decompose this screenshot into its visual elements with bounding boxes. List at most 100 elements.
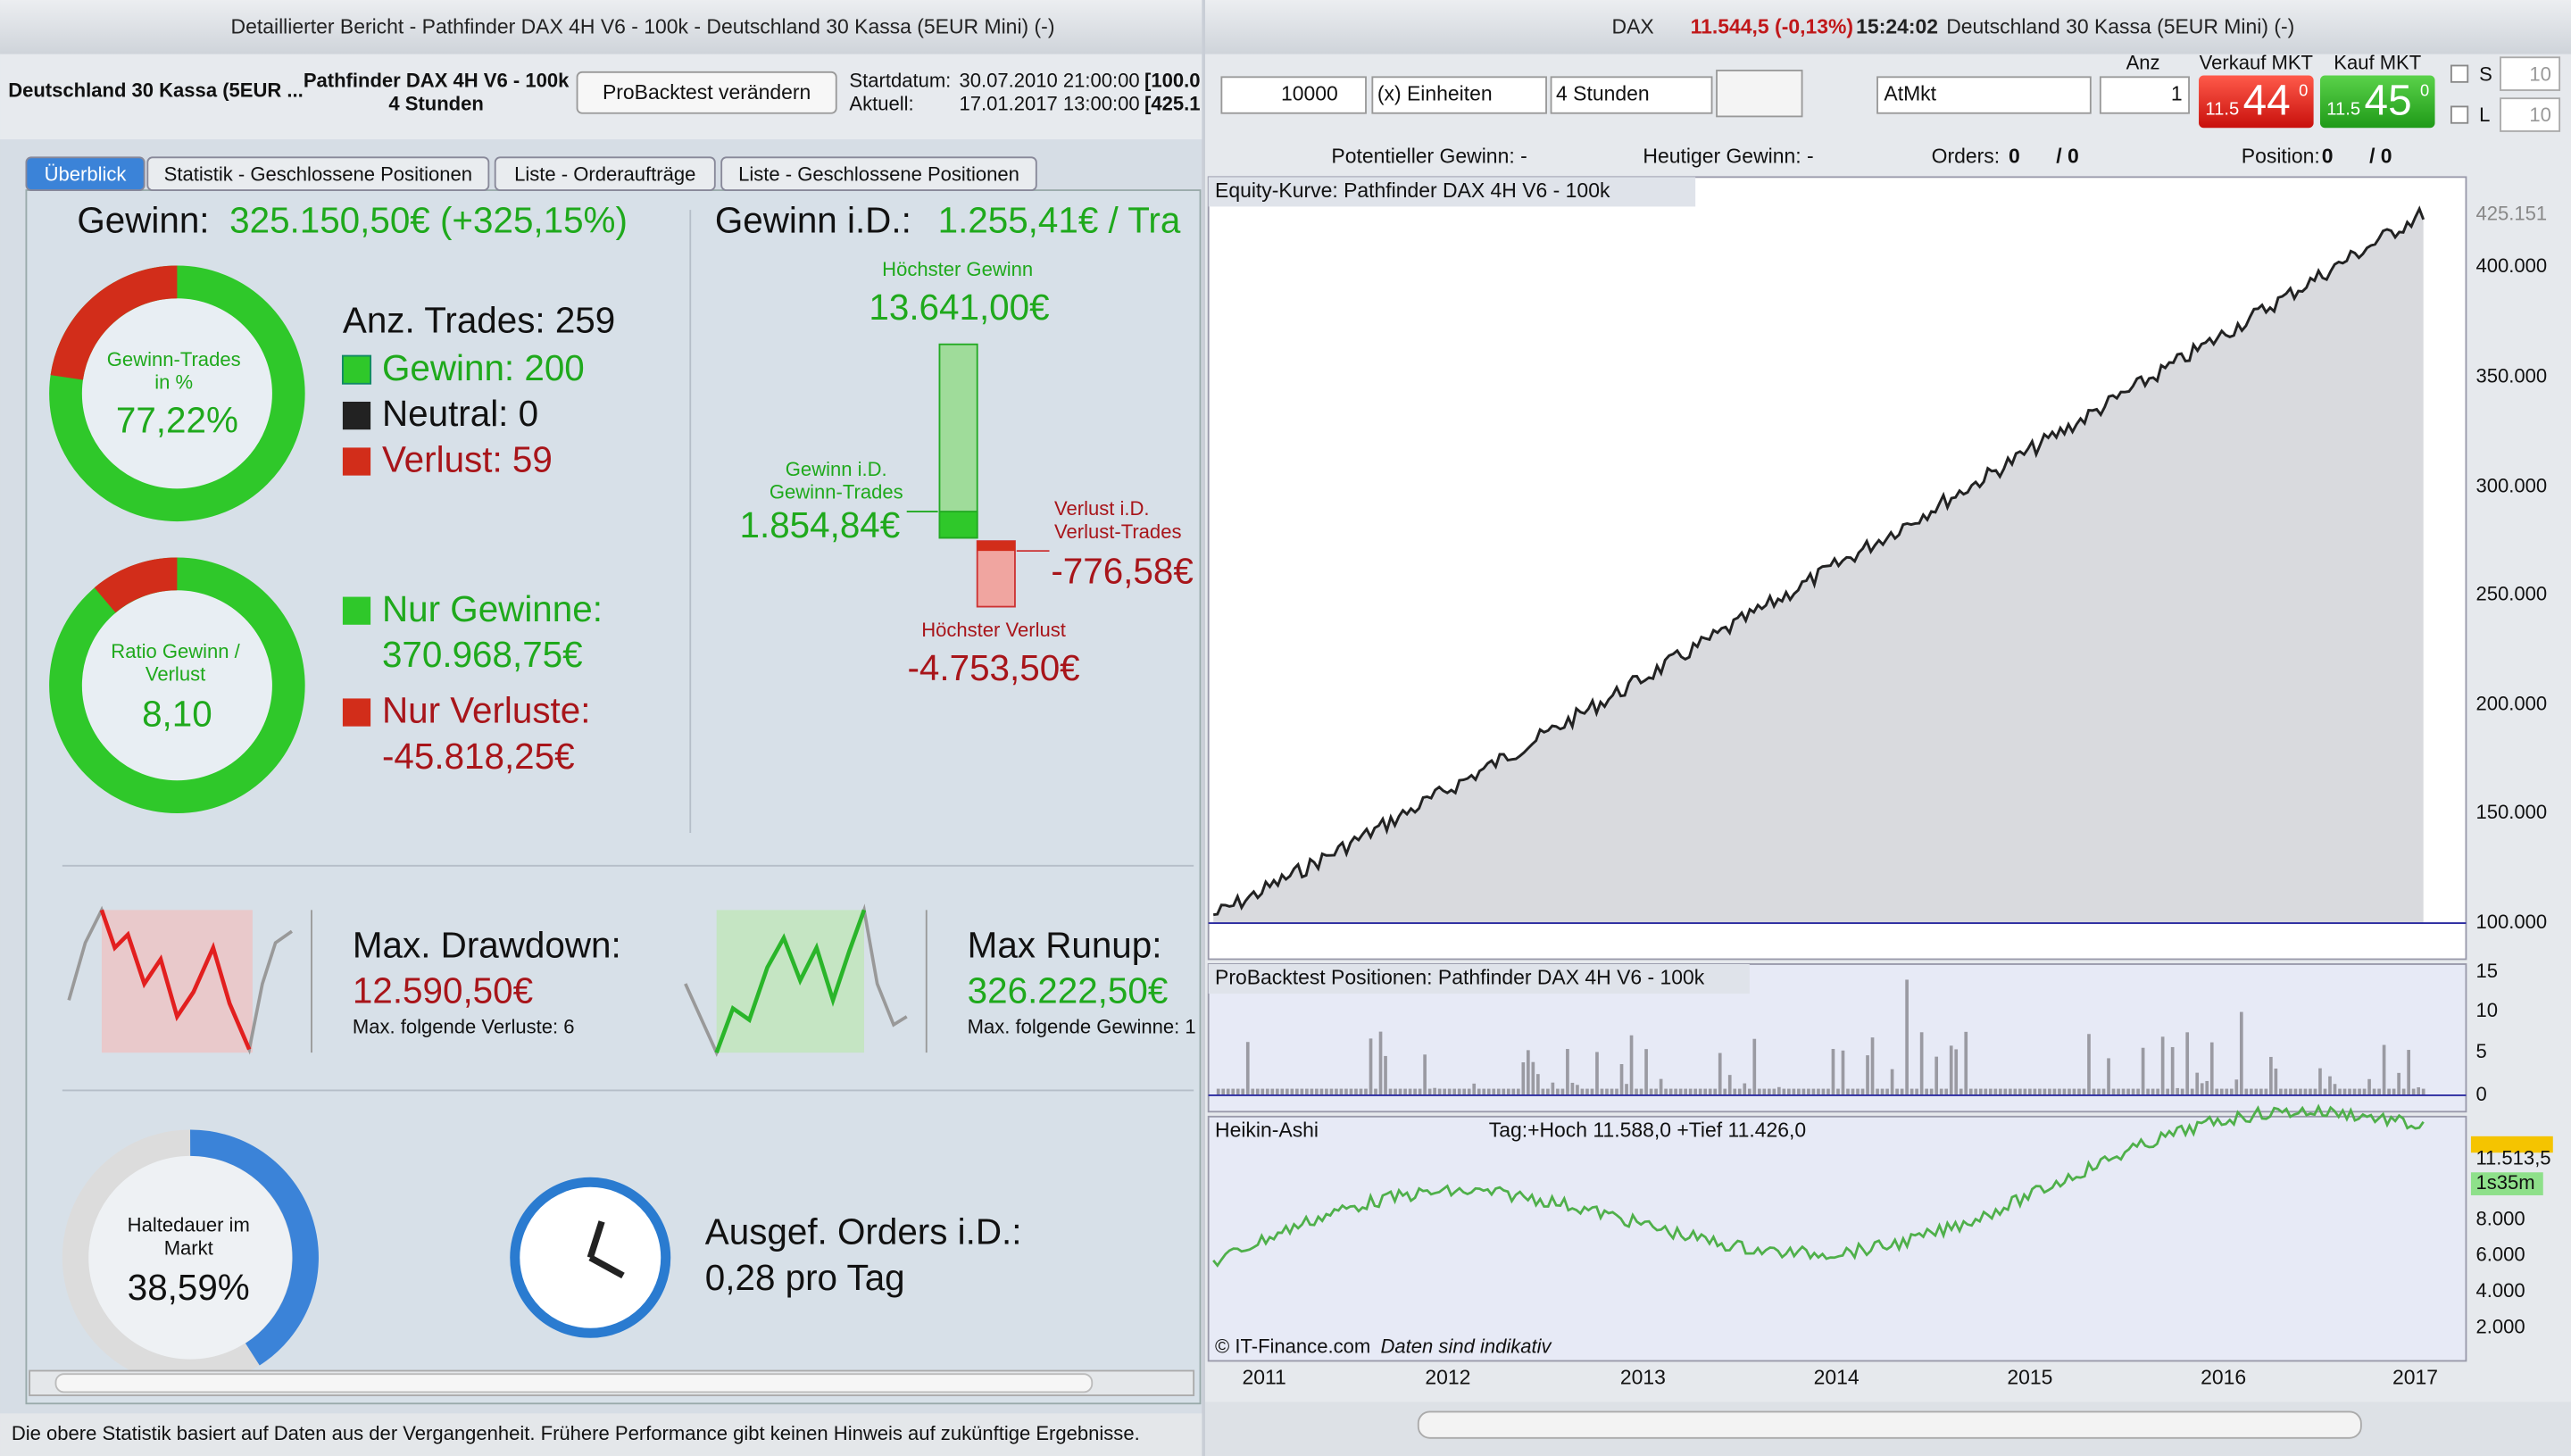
scroll-thumb[interactable] <box>54 1373 1094 1394</box>
label: Verkauf MKT <box>2200 51 2313 73</box>
position-bar <box>1270 1088 1275 1095</box>
timeframe-select[interactable] <box>1550 76 1713 114</box>
position-bar <box>2131 1088 2135 1095</box>
position-bar <box>1968 1088 1973 1095</box>
tab-label[interactable]: Liste - Orderaufträge <box>514 162 695 185</box>
system-name: Pathfinder DAX 4H V6 - 100k <box>304 70 570 92</box>
position-bar <box>2043 1088 2047 1095</box>
price-sup[interactable]: 0 <box>2420 81 2429 100</box>
position-bar <box>1403 1088 1407 1095</box>
buy-button[interactable] <box>2319 75 2435 129</box>
position-bar <box>1536 1074 1540 1095</box>
position-bar <box>1447 1088 1452 1095</box>
position-bar <box>1566 1049 1569 1095</box>
tab[interactable] <box>25 156 146 191</box>
select-value[interactable]: AtMkt <box>1884 82 1936 105</box>
position-bar <box>1718 1052 1722 1095</box>
input-value[interactable]: 10000 <box>1281 82 1338 105</box>
price-prefix[interactable]: 11.5 <box>2326 99 2360 119</box>
legend-swatch <box>342 401 371 430</box>
position-bar <box>2372 1088 2376 1095</box>
tab[interactable] <box>720 156 1037 191</box>
donut-segment <box>189 1129 319 1366</box>
input[interactable] <box>2500 97 2561 132</box>
input-value[interactable]: 10 <box>2529 62 2551 85</box>
title-bar <box>1205 0 2571 54</box>
position-bar <box>1678 1088 1683 1095</box>
scrollbar[interactable] <box>1417 1410 2362 1439</box>
position-bar <box>1506 1088 1510 1095</box>
position-bar <box>2126 1088 2130 1095</box>
position-bar <box>2338 1088 2342 1095</box>
position-bar <box>1659 1078 1663 1095</box>
position-bar <box>2377 1088 2381 1095</box>
y-tick-label: 350.000 <box>2475 364 2547 387</box>
position-bar <box>2309 1088 2312 1095</box>
label: L <box>2479 104 2490 126</box>
position-bar <box>1915 1088 1918 1095</box>
position-bar <box>2328 1076 2332 1095</box>
value: 38,59% <box>128 1267 250 1308</box>
position-bar <box>1433 1087 1436 1095</box>
quantity-input[interactable] <box>1220 76 1367 114</box>
button-label[interactable]: ProBacktest verändern <box>603 80 811 104</box>
price-main[interactable]: 44 <box>2243 77 2291 124</box>
input[interactable] <box>2500 56 2561 91</box>
y-tick-label: 200.000 <box>2475 693 2547 715</box>
button[interactable] <box>576 71 837 114</box>
position-bar <box>1885 1088 1889 1095</box>
price-line <box>1212 1103 2425 1268</box>
position-bar <box>1251 1088 1255 1095</box>
label: Position: <box>2242 144 2320 167</box>
position-bar <box>1344 1088 1348 1095</box>
position-bar <box>1502 1088 1506 1095</box>
input-value[interactable]: 1 <box>2171 82 2183 105</box>
position-bar <box>1437 1088 1442 1095</box>
position-bar <box>1359 1088 1363 1095</box>
units-select[interactable] <box>1371 76 1547 114</box>
order-type-select[interactable] <box>1876 76 2092 114</box>
checkbox[interactable] <box>2450 105 2469 124</box>
quantity-input[interactable] <box>2099 76 2190 114</box>
area <box>716 910 864 1053</box>
position-bar <box>1231 1088 1236 1095</box>
tab-label[interactable]: Überblick <box>45 162 128 185</box>
tab[interactable] <box>146 156 490 191</box>
sell-button[interactable] <box>2199 75 2314 129</box>
checkbox[interactable] <box>2450 64 2469 83</box>
y-tick-label: 425.151 <box>2475 202 2547 224</box>
value: 0 <box>2009 144 2020 167</box>
tab-label[interactable]: Statistik - Geschlossene Positionen <box>164 162 472 185</box>
tab-label[interactable]: Liste - Geschlossene Positionen <box>738 162 1019 185</box>
price-sup[interactable]: 0 <box>2299 81 2308 100</box>
position-bar <box>1516 1088 1520 1095</box>
value: 77,22% <box>116 400 238 441</box>
position-bar <box>1713 1088 1718 1095</box>
position-bar <box>1329 1088 1334 1095</box>
position-bar <box>1531 1061 1535 1095</box>
price-prefix[interactable]: 11.5 <box>2205 99 2239 119</box>
tab[interactable] <box>494 156 716 191</box>
label: Startdatum: <box>849 70 951 92</box>
position-bar <box>1817 1088 1820 1095</box>
position-bar <box>1846 1088 1850 1095</box>
label: Potentieller Gewinn: - <box>1331 144 1527 167</box>
position-bar <box>1703 1088 1708 1095</box>
select-value[interactable]: (x) Einheiten <box>1377 82 1493 105</box>
input-value[interactable]: 10 <box>2529 104 2551 126</box>
value: 325.150,50€ (+325,15%) <box>229 199 628 240</box>
donut-segment <box>94 557 178 613</box>
position-bar <box>2082 1088 2086 1095</box>
position-bar <box>2342 1088 2347 1095</box>
footer-text: Die obere Statistik basiert auf Daten au… <box>12 1422 1140 1444</box>
value: -776,58€ <box>1051 551 1193 592</box>
position-bar <box>1860 1088 1865 1095</box>
price-main[interactable]: 45 <box>2365 77 2412 124</box>
position-bar <box>1443 1088 1446 1095</box>
position-bar <box>2121 1088 2126 1095</box>
panel-title: Equity-Kurve: Pathfinder DAX 4H V6 - 100… <box>1215 179 1610 202</box>
select-value[interactable]: 4 Stunden <box>1556 82 1650 105</box>
indicator-button[interactable] <box>1716 70 1803 118</box>
legend-swatch <box>341 354 372 385</box>
position-bar <box>1747 1088 1751 1095</box>
